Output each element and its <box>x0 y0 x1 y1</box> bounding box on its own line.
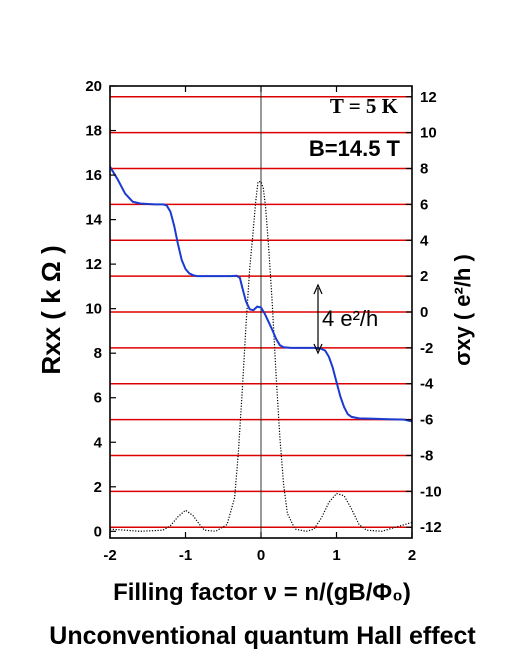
sigma-xy-curve <box>109 166 413 423</box>
x-axis-label: Filling factor ν = n/(gB/Φ₀) <box>113 579 411 606</box>
right-tick-label: -10 <box>420 483 442 500</box>
y-axis-label-left: Rxx ( k Ω ) <box>36 245 66 374</box>
right-tick-label: -6 <box>420 412 433 429</box>
y-axis-label-right: σxy ( e²/h ) <box>450 254 475 366</box>
right-tick-label: 4 <box>420 232 429 249</box>
x-axis-ticks: -2 -1 0 1 2 <box>103 86 416 564</box>
figure-caption: Unconventional quantum Hall effect <box>49 622 476 650</box>
left-tick-label: 2 <box>94 479 102 496</box>
step-arrow-head-up <box>313 283 323 295</box>
right-tick-label: 12 <box>420 89 437 106</box>
left-tick-label: 14 <box>85 212 102 229</box>
left-tick-label: 10 <box>85 301 102 318</box>
left-tick-label: 16 <box>85 167 102 184</box>
right-tick-label: -8 <box>420 447 433 464</box>
right-tick-label: 0 <box>420 304 428 321</box>
right-axis-ticks: 12 10 8 6 4 2 0 -2 -4 -6 -8 -10 -12 <box>406 89 442 536</box>
right-tick-label: 6 <box>420 196 428 213</box>
left-axis-ticks: 0 2 4 6 8 10 12 14 16 18 20 <box>85 78 116 540</box>
left-tick-label: 6 <box>94 390 102 407</box>
left-tick-label: 8 <box>94 345 102 362</box>
x-tick-label: 1 <box>332 547 340 564</box>
left-tick-label: 12 <box>85 256 102 273</box>
right-tick-label: -2 <box>420 340 433 357</box>
annotation-step: 4 e²/h <box>322 306 378 331</box>
rxx-curve <box>109 181 413 532</box>
left-tick-label: 4 <box>94 434 103 451</box>
annotation-temperature: T = 5 K <box>330 94 399 118</box>
left-tick-label: 18 <box>85 123 102 140</box>
right-tick-label: -4 <box>420 376 434 393</box>
right-tick-label: 2 <box>420 268 428 285</box>
annotation-field: B=14.5 T <box>309 136 401 161</box>
x-tick-label: -1 <box>179 547 192 564</box>
x-tick-label: 2 <box>408 547 416 564</box>
left-tick-label: 0 <box>94 523 102 540</box>
left-tick-label: 20 <box>85 78 102 95</box>
right-tick-label: 8 <box>420 161 428 178</box>
step-arrow-head-down <box>313 343 323 355</box>
x-tick-label: -2 <box>103 547 116 564</box>
x-tick-label: 0 <box>257 547 265 564</box>
right-tick-label: 10 <box>420 125 437 142</box>
right-tick-label: -12 <box>420 519 442 536</box>
